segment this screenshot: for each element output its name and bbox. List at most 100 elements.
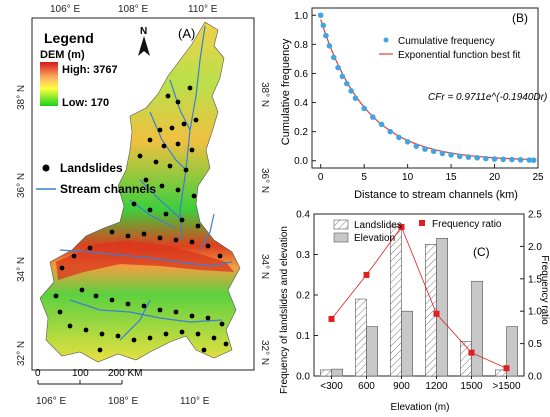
x-tick-label: >1500 — [492, 381, 521, 392]
cumulative-point — [448, 152, 454, 158]
chart-c-panel: <300 600 900 1200 1500 >1500 0.0 0.1 0.2 0.3 0.4 0.… — [276, 206, 550, 414]
legend-label-fit: Exponential function best fit — [398, 50, 521, 61]
x-tick-label: 1200 — [425, 381, 448, 392]
frequency-ratio-point — [433, 310, 440, 317]
frequency-ratio-point — [328, 315, 335, 322]
stream-channels — [59, 25, 233, 341]
y2-tick-label: 0.5 — [528, 339, 542, 350]
qinling-band — [56, 240, 234, 280]
elevation-bar — [506, 326, 518, 377]
panel-label-c: (C) — [473, 245, 490, 259]
bottom-tick-label: 108° E — [108, 396, 138, 407]
top-tick-label: 106° E — [50, 4, 80, 15]
x-tick-label: 600 — [358, 381, 375, 392]
legend-label-elevation: Elevation — [354, 233, 395, 244]
cumulative-point — [439, 150, 446, 157]
y-tick-label: 0.1 — [296, 331, 310, 342]
cumulative-point — [335, 64, 341, 71]
cumulative-point — [339, 73, 346, 80]
y2-tick-label: 2.0 — [528, 242, 542, 253]
frequency-ratio-line — [331, 226, 507, 369]
x-tick-label: 20 — [489, 172, 501, 183]
elevation-bar — [436, 237, 448, 377]
legend-symbol-landslides — [333, 219, 349, 230]
cumulative-point — [330, 54, 337, 61]
panel-label-b: (B) — [512, 11, 528, 25]
cumulative-frequency-chart: 0 5 10 15 20 25 0.0 0.2 0.4 0.6 0.8 1.0 (B) Cumulat… — [280, 7, 547, 201]
landslides-legend-label: Landslides — [60, 161, 123, 175]
cumulative-point — [465, 154, 472, 160]
x-tick-label: 900 — [393, 381, 410, 392]
north-arrow-icon: N — [138, 26, 150, 56]
y2-tick-label: 1.5 — [528, 274, 542, 285]
panel-label-a: (A) — [178, 26, 195, 41]
chart-c-y2label: Frequency ratio — [539, 255, 550, 325]
map-panel: 106° E 108° E 110° E 106° E 108° E 110° … — [0, 0, 275, 412]
landslide-points — [53, 85, 229, 353]
legend-symbol-elevation — [333, 232, 349, 243]
y-tick-label: 0.0 — [294, 156, 308, 167]
cumulative-point — [474, 155, 480, 161]
y2-tick-label: 2.5 — [528, 210, 542, 221]
top-tick-label: 108° E — [118, 4, 148, 15]
dem-label: DEM (m) — [40, 49, 85, 61]
left-tick-label: 38° N — [16, 85, 27, 110]
y-tick-label: 0.2 — [294, 127, 308, 138]
y-tick-label: 0.4 — [296, 210, 310, 221]
left-tick-label: 34° N — [16, 257, 27, 282]
x-tick-label: 5 — [361, 172, 367, 183]
cumulative-point — [526, 157, 533, 163]
cumulative-point — [404, 139, 411, 145]
frequency-ratio-point — [398, 223, 405, 230]
x-tick-label: 10 — [402, 172, 414, 183]
province-shape — [39, 21, 241, 363]
cumulative-point — [348, 88, 354, 94]
cumulative-point — [370, 114, 376, 120]
landslide-legend-symbol — [42, 164, 50, 172]
cumulative-point — [483, 155, 489, 162]
legend-symbol-ratio — [419, 220, 425, 226]
cumulative-point — [387, 128, 394, 135]
right-tick-label: 34° N — [259, 254, 270, 279]
left-tick-label: 32° N — [16, 341, 27, 366]
cumulative-point — [530, 157, 537, 163]
right-tick-label: 36° N — [259, 168, 270, 193]
dem-low-label: Low: 170 — [62, 97, 109, 109]
chart-b-xlabel: Distance to stream channels (km) — [354, 189, 518, 201]
chart-c-xlabel: Elevation (m) — [391, 402, 450, 412]
map-figure: 106° E 108° E 110° E 106° E 108° E 110° … — [16, 4, 270, 407]
elevation-frequency-chart: <300 600 900 1200 1500 >1500 0.0 0.1 0.2 0.3 0.4 0.… — [279, 210, 550, 414]
y-tick-label: 0.4 — [294, 98, 308, 109]
y-tick-label: 0.2 — [296, 291, 310, 302]
svg-text:100: 100 — [72, 368, 89, 379]
elevation-bar — [471, 280, 483, 377]
cumulative-point — [352, 95, 359, 101]
landslides-bar — [319, 369, 332, 377]
x-tick-label: 0 — [318, 172, 324, 183]
dem-colorbar — [40, 62, 58, 106]
chart-b-frame — [311, 7, 539, 169]
right-tick-label: 32° N — [259, 340, 270, 365]
frequency-ratio-point — [363, 271, 370, 278]
y-tick-label: 1.0 — [294, 11, 308, 22]
elevation-bar — [366, 326, 378, 377]
elevation-bar — [401, 310, 413, 377]
y2-tick-label: 1.0 — [528, 307, 542, 318]
y-tick-label: 0.0 — [296, 372, 310, 383]
legend-label-ratio: Frequency ratio — [432, 219, 502, 230]
x-tick-label: <300 — [320, 381, 343, 392]
bottom-tick-label: 110° E — [180, 396, 210, 407]
chart-b-ylabel: Cumulative frequency — [280, 38, 292, 145]
scale-bar: 0 100 200 KM — [35, 368, 142, 385]
streams-legend-label: Stream channels — [60, 182, 156, 196]
y2-tick-label: 0.0 — [528, 372, 542, 383]
cumulative-point — [517, 157, 524, 163]
top-tick-label: 110° E — [188, 4, 218, 15]
cumulative-point — [509, 156, 515, 163]
legend-symbol-cumulative — [383, 37, 389, 43]
cumulative-point — [396, 134, 402, 141]
cumulative-point — [343, 80, 350, 87]
elevation-bar — [331, 368, 343, 377]
frequency-ratio-point — [503, 365, 510, 372]
svg-text:200 KM: 200 KM — [108, 368, 142, 379]
